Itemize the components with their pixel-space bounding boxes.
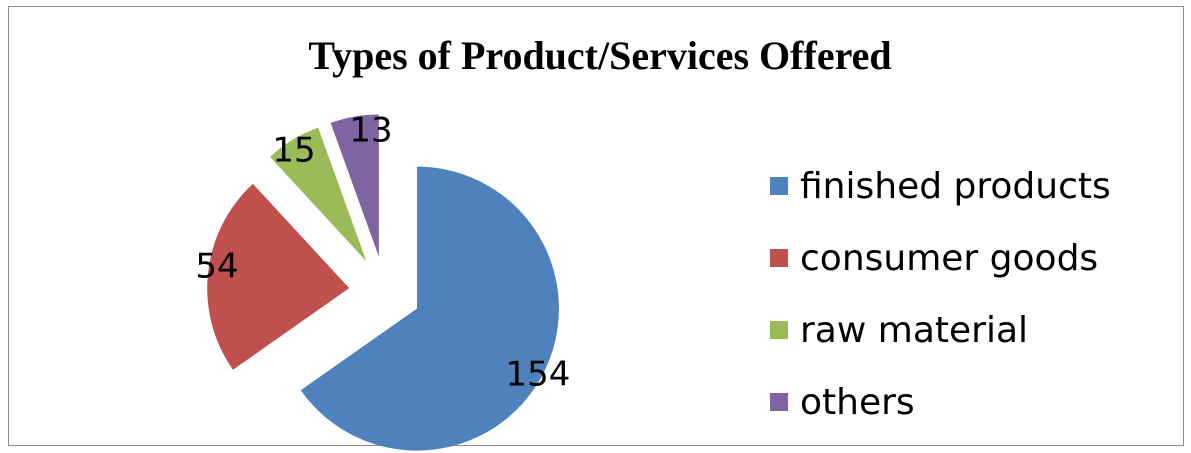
label-raw-material: 15 [272, 131, 315, 171]
legend-item-finished-products: finished products [770, 150, 1111, 222]
slice-consumer-goods [207, 183, 350, 370]
legend-swatch [770, 249, 788, 267]
label-others: 13 [349, 111, 392, 151]
legend-swatch [770, 177, 788, 195]
legend-swatch [770, 393, 788, 411]
legend-item-others: others [770, 366, 1111, 438]
slice-others [330, 114, 379, 257]
chart-frame [8, 6, 1184, 446]
label-consumer-goods: 54 [195, 247, 238, 287]
chart-title: Types of Product/Services Offered [308, 33, 892, 78]
legend-label: finished products [800, 165, 1111, 207]
legend-label: others [800, 381, 915, 423]
legend: finished products consumer goods raw mat… [770, 150, 1111, 438]
legend-label: raw material [800, 309, 1029, 351]
legend-label: consumer goods [800, 237, 1099, 279]
slice-finished-products [300, 166, 559, 451]
label-finished-products: 154 [506, 355, 571, 395]
legend-swatch [770, 321, 788, 339]
slice-raw-material [269, 127, 367, 262]
legend-item-raw-material: raw material [770, 294, 1111, 366]
legend-item-consumer-goods: consumer goods [770, 222, 1111, 294]
